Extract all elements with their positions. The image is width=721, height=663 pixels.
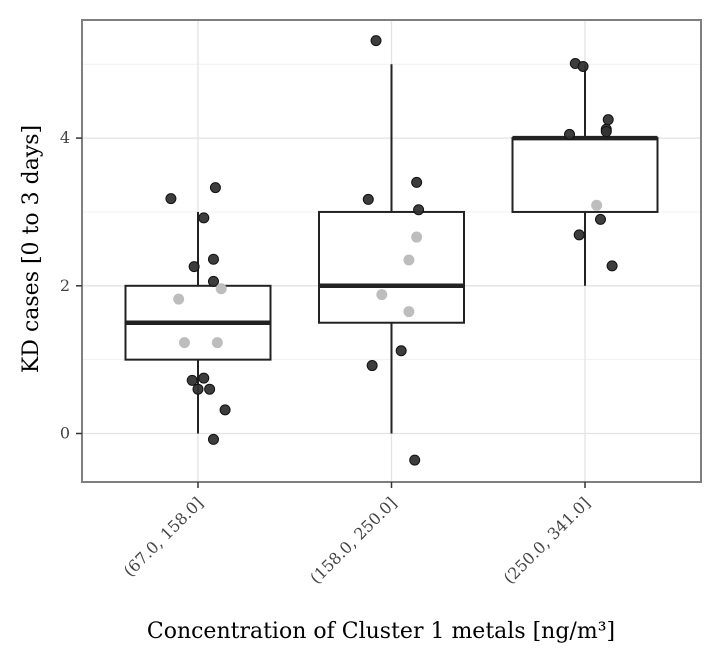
x-axis-title: Concentration of Cluster 1 metals [ng/m³… xyxy=(147,619,615,644)
data-point xyxy=(411,231,423,243)
box-iqr xyxy=(511,137,659,213)
data-point xyxy=(186,374,198,386)
data-point xyxy=(204,383,216,395)
y-axis-ticks: 0 2 4 xyxy=(60,128,82,443)
y-tick-label: 2 xyxy=(60,276,70,295)
data-point xyxy=(173,293,185,305)
data-point xyxy=(376,289,388,301)
jitter-points-layer xyxy=(165,35,618,466)
data-point xyxy=(178,337,190,349)
box-3 xyxy=(511,64,659,286)
data-point xyxy=(606,260,618,272)
data-point xyxy=(211,337,223,349)
data-point xyxy=(215,283,227,295)
data-point xyxy=(207,275,219,287)
x-tick-label: (250.0, 341.0] xyxy=(500,493,594,587)
data-point xyxy=(395,345,407,357)
x-tick-label: (67.0, 158.0] xyxy=(120,493,207,580)
data-point xyxy=(573,229,585,241)
data-point xyxy=(165,193,177,205)
box-2 xyxy=(318,64,465,434)
x-axis-ticks: (67.0, 158.0] (158.0, 250.0] (250.0, 341.0… xyxy=(120,482,594,588)
data-point xyxy=(198,212,210,224)
box-iqr xyxy=(318,210,465,324)
data-point xyxy=(219,404,231,416)
y-tick-label: 4 xyxy=(60,128,70,147)
data-point xyxy=(188,261,200,273)
data-point xyxy=(198,372,210,384)
data-point xyxy=(591,199,603,211)
data-point xyxy=(403,306,415,318)
data-point xyxy=(192,383,204,395)
data-point xyxy=(600,125,612,137)
data-point xyxy=(403,254,415,266)
data-point xyxy=(409,454,421,466)
box-1 xyxy=(124,211,272,434)
data-point xyxy=(366,360,378,372)
data-point xyxy=(362,193,374,205)
data-point xyxy=(207,433,219,445)
x-tick-label: (158.0, 250.0] xyxy=(306,493,400,587)
data-point xyxy=(564,128,576,140)
data-point xyxy=(413,204,425,216)
y-tick-label: 0 xyxy=(60,424,70,443)
data-point xyxy=(209,182,221,194)
data-point xyxy=(594,213,606,225)
box-layer xyxy=(124,64,659,434)
data-point xyxy=(207,253,219,265)
data-point xyxy=(370,35,382,47)
data-point xyxy=(602,114,614,126)
y-axis-title: KD cases [0 to 3 days] xyxy=(19,125,44,373)
data-point xyxy=(411,176,423,188)
data-point xyxy=(577,60,589,72)
